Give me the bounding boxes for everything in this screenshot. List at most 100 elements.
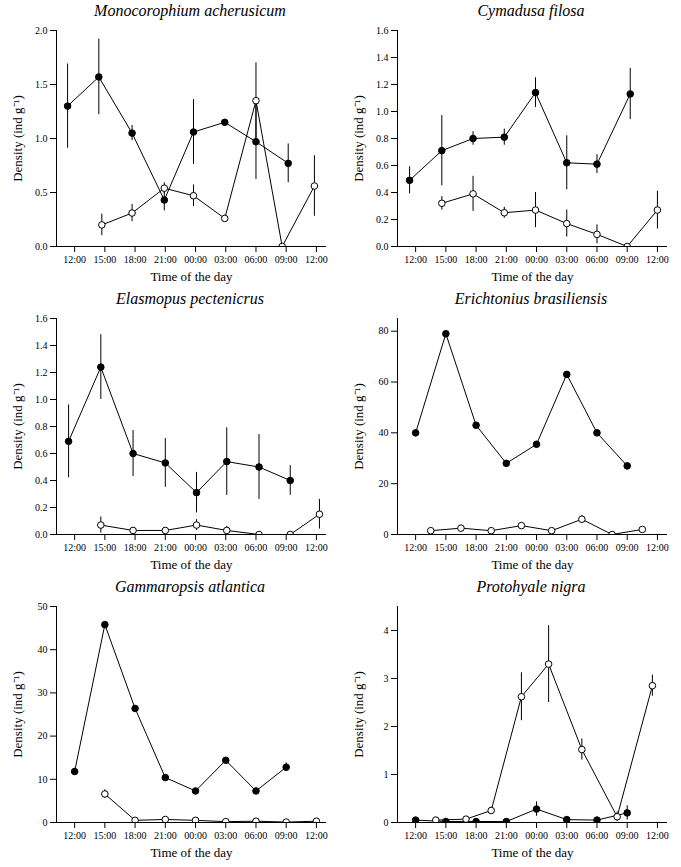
svg-text:00:00: 00:00 [525, 542, 548, 553]
svg-text:0: 0 [43, 817, 48, 828]
svg-text:03:00: 03:00 [214, 830, 237, 841]
svg-text:09:00: 09:00 [275, 254, 298, 265]
svg-text:20: 20 [379, 478, 389, 489]
svg-text:18:00: 18:00 [465, 542, 488, 553]
svg-text:0.6: 0.6 [376, 160, 389, 171]
svg-text:12:00: 12:00 [63, 254, 86, 265]
svg-text:06:00: 06:00 [245, 254, 268, 265]
svg-text:1.6: 1.6 [376, 25, 389, 36]
svg-text:40: 40 [379, 427, 389, 438]
svg-text:30: 30 [38, 687, 48, 698]
svg-text:4: 4 [384, 625, 389, 636]
svg-text:21:00: 21:00 [154, 542, 177, 553]
svg-text:0.0: 0.0 [376, 241, 389, 252]
svg-text:Density (ind g⁻¹): Density (ind g⁻¹) [351, 95, 366, 182]
svg-text:15:00: 15:00 [434, 254, 457, 265]
svg-text:12:00: 12:00 [646, 830, 669, 841]
svg-text:09:00: 09:00 [616, 542, 639, 553]
svg-text:1.4: 1.4 [35, 340, 48, 351]
svg-text:12:00: 12:00 [404, 254, 427, 265]
svg-text:1: 1 [384, 769, 389, 780]
svg-text:18:00: 18:00 [124, 542, 147, 553]
svg-text:06:00: 06:00 [586, 542, 609, 553]
svg-text:18:00: 18:00 [465, 254, 488, 265]
svg-text:09:00: 09:00 [275, 830, 298, 841]
svg-text:2.0: 2.0 [35, 25, 48, 36]
svg-text:06:00: 06:00 [586, 254, 609, 265]
svg-text:12:00: 12:00 [646, 254, 669, 265]
svg-text:0: 0 [384, 817, 389, 828]
svg-text:0.2: 0.2 [35, 502, 48, 513]
svg-text:Density (ind g⁻¹): Density (ind g⁻¹) [10, 383, 25, 470]
svg-text:1.0: 1.0 [35, 394, 48, 405]
svg-text:06:00: 06:00 [586, 830, 609, 841]
svg-text:1.4: 1.4 [376, 52, 389, 63]
svg-text:03:00: 03:00 [214, 254, 237, 265]
svg-text:21:00: 21:00 [154, 830, 177, 841]
svg-text:Density (ind g⁻¹): Density (ind g⁻¹) [351, 671, 366, 758]
svg-text:00:00: 00:00 [525, 254, 548, 265]
svg-text:Time of the day: Time of the day [150, 557, 233, 572]
svg-text:12:00: 12:00 [305, 254, 328, 265]
svg-text:1.0: 1.0 [376, 106, 389, 117]
svg-text:Density (ind g⁻¹): Density (ind g⁻¹) [10, 95, 25, 182]
svg-text:03:00: 03:00 [214, 542, 237, 553]
svg-text:0.5: 0.5 [35, 187, 48, 198]
svg-text:21:00: 21:00 [495, 830, 518, 841]
svg-text:15:00: 15:00 [93, 254, 116, 265]
svg-text:00:00: 00:00 [184, 254, 207, 265]
svg-text:Time of the day: Time of the day [150, 269, 233, 284]
svg-text:1.6: 1.6 [35, 313, 48, 324]
svg-text:15:00: 15:00 [93, 542, 116, 553]
svg-text:12:00: 12:00 [404, 830, 427, 841]
svg-text:0.8: 0.8 [376, 133, 389, 144]
svg-text:60: 60 [379, 376, 389, 387]
svg-text:0.6: 0.6 [35, 448, 48, 459]
svg-text:21:00: 21:00 [495, 254, 518, 265]
svg-text:0.8: 0.8 [35, 421, 48, 432]
svg-text:12:00: 12:00 [305, 542, 328, 553]
svg-text:21:00: 21:00 [495, 542, 518, 553]
svg-text:09:00: 09:00 [616, 254, 639, 265]
svg-text:06:00: 06:00 [245, 830, 268, 841]
svg-text:1.2: 1.2 [35, 367, 48, 378]
svg-text:10: 10 [38, 774, 48, 785]
svg-text:09:00: 09:00 [275, 542, 298, 553]
svg-text:0.0: 0.0 [35, 529, 48, 540]
svg-text:06:00: 06:00 [245, 542, 268, 553]
svg-text:Time of the day: Time of the day [491, 845, 574, 860]
svg-text:Density (ind g⁻¹): Density (ind g⁻¹) [351, 383, 366, 470]
svg-text:Density (ind g⁻¹): Density (ind g⁻¹) [10, 671, 25, 758]
svg-text:20: 20 [38, 730, 48, 741]
svg-text:15:00: 15:00 [434, 542, 457, 553]
svg-text:18:00: 18:00 [124, 254, 147, 265]
svg-text:Time of the day: Time of the day [150, 845, 233, 860]
svg-text:1.5: 1.5 [35, 79, 48, 90]
svg-text:0.2: 0.2 [376, 214, 389, 225]
svg-text:0.4: 0.4 [376, 187, 389, 198]
svg-text:1.2: 1.2 [376, 79, 389, 90]
svg-text:3: 3 [384, 673, 389, 684]
svg-text:18:00: 18:00 [465, 830, 488, 841]
svg-text:00:00: 00:00 [184, 830, 207, 841]
svg-text:03:00: 03:00 [555, 542, 578, 553]
svg-text:15:00: 15:00 [93, 830, 116, 841]
svg-text:12:00: 12:00 [63, 542, 86, 553]
svg-text:0.0: 0.0 [35, 241, 48, 252]
svg-text:80: 80 [379, 325, 389, 336]
svg-text:03:00: 03:00 [555, 254, 578, 265]
svg-text:03:00: 03:00 [555, 830, 578, 841]
svg-text:50: 50 [38, 601, 48, 612]
svg-text:12:00: 12:00 [404, 542, 427, 553]
svg-text:Time of the day: Time of the day [491, 269, 574, 284]
svg-text:12:00: 12:00 [646, 542, 669, 553]
svg-text:00:00: 00:00 [184, 542, 207, 553]
svg-text:12:00: 12:00 [63, 830, 86, 841]
svg-text:0: 0 [384, 529, 389, 540]
svg-text:40: 40 [38, 644, 48, 655]
svg-text:1.0: 1.0 [35, 133, 48, 144]
svg-text:21:00: 21:00 [154, 254, 177, 265]
svg-text:12:00: 12:00 [305, 830, 328, 841]
svg-text:00:00: 00:00 [525, 830, 548, 841]
svg-text:18:00: 18:00 [124, 830, 147, 841]
